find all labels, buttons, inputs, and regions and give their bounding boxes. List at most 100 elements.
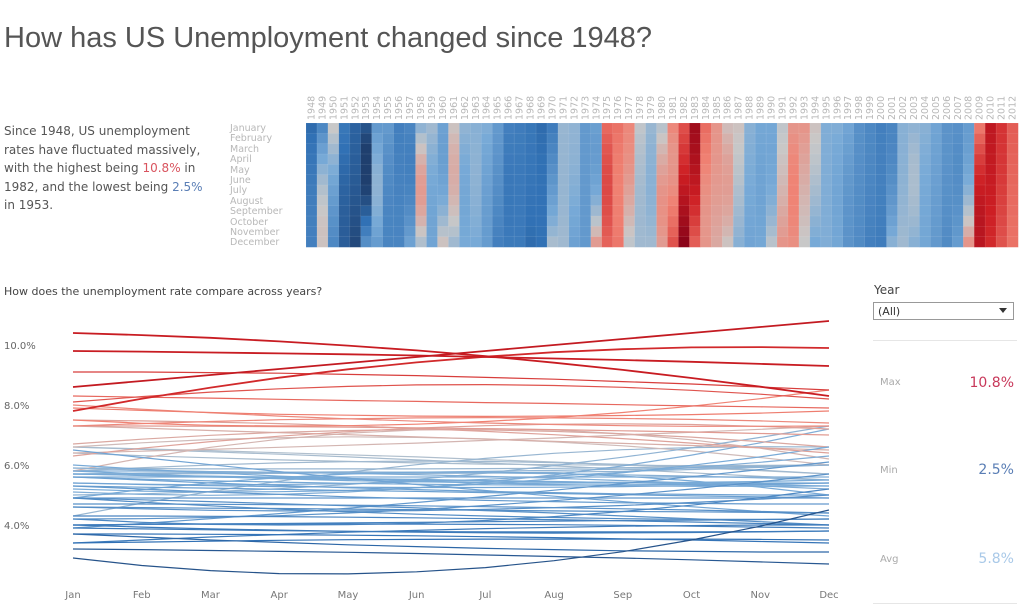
- heatmap-cell: [459, 195, 471, 207]
- heatmap-year-label: 1955: [383, 96, 394, 120]
- heatmap-cell: [831, 133, 844, 145]
- heatmap-cell: [371, 236, 384, 248]
- heatmap-year-label: 1982: [679, 96, 690, 120]
- heatmap-cell: [316, 226, 329, 238]
- x-tick-label: Dec: [819, 590, 838, 601]
- heatmap-cell: [360, 205, 373, 217]
- heatmap-cell: [831, 215, 844, 227]
- heatmap-cell: [481, 205, 493, 217]
- heatmap-cell: [952, 215, 964, 227]
- heatmap-cell: [349, 215, 362, 227]
- heatmap-cell: [448, 226, 460, 238]
- heatmap-cell: [995, 174, 1008, 186]
- heatmap-cell: [305, 236, 318, 248]
- heatmap-cell: [437, 195, 449, 207]
- heatmap-year-label: 1963: [471, 96, 482, 120]
- heatmap-cell: [711, 164, 723, 176]
- heatmap-cell: [798, 122, 811, 134]
- heatmap-cell: [316, 195, 329, 207]
- year-line-1993: [72, 425, 830, 451]
- heatmap-cell: [305, 215, 318, 227]
- heatmap-cell: [371, 122, 384, 134]
- heatmap-cell: [371, 153, 384, 165]
- heatmap-cell: [667, 226, 679, 238]
- heatmap-cell: [502, 236, 515, 248]
- heatmap-cell: [941, 215, 953, 227]
- heatmap-cell: [601, 174, 614, 186]
- heatmap-cell: [787, 133, 800, 145]
- heatmap-cell: [754, 236, 767, 248]
- heatmap-cell: [415, 236, 428, 248]
- heatmap-year-label: 1971: [558, 96, 569, 120]
- heatmap-year-label: 1991: [777, 96, 788, 120]
- heatmap-year-label: 1987: [734, 96, 745, 120]
- heatmap-cell: [470, 122, 482, 134]
- heatmap-month-label: May: [230, 164, 250, 176]
- heatmap-cell: [809, 205, 822, 217]
- heatmap-cell: [700, 174, 712, 186]
- heatmap-cell: [481, 153, 493, 165]
- heatmap-cell: [952, 122, 964, 134]
- heatmap-cell: [437, 236, 449, 248]
- heatmap-cell: [831, 153, 844, 165]
- heatmap-cell: [338, 153, 351, 165]
- heatmap-cell: [590, 236, 603, 248]
- heatmap-cell: [743, 143, 756, 155]
- heatmap-cell: [404, 143, 417, 155]
- heatmap-cell: [557, 122, 570, 134]
- heatmap-cell: [941, 226, 953, 238]
- heatmap-cell: [524, 195, 537, 207]
- heatmap-cell: [634, 195, 647, 207]
- heatmap-cell: [513, 236, 526, 248]
- heatmap-cell: [700, 153, 712, 165]
- heatmap-month-label: June: [230, 175, 251, 187]
- year-filter-dropdown[interactable]: (All): [873, 302, 1014, 320]
- heatmap-cell: [656, 164, 669, 176]
- heatmap-cell: [349, 133, 362, 145]
- heatmap-cell: [491, 215, 504, 227]
- heatmap-cell: [590, 133, 603, 145]
- heatmap-cell: [623, 215, 636, 227]
- heatmap-cell: [864, 143, 877, 155]
- heatmap-cell: [382, 205, 395, 217]
- heatmap-cell: [842, 205, 855, 217]
- heatmap-cell: [952, 195, 964, 207]
- heatmap-year-label: 2004: [920, 96, 931, 120]
- heatmap-year-label: 2011: [997, 96, 1008, 120]
- heatmap-cell: [711, 184, 723, 196]
- heatmap-cell: [327, 143, 340, 155]
- heatmap-cell: [426, 184, 438, 196]
- heatmap-cell: [601, 122, 614, 134]
- heatmap-cell: [524, 122, 537, 134]
- heatmap-cell: [897, 236, 910, 248]
- year-line-2010: [72, 350, 830, 367]
- heatmap-cell: [820, 153, 833, 165]
- heatmap-cell: [426, 205, 438, 217]
- heatmap-cell: [426, 226, 438, 238]
- heatmap-year-label: 1954: [372, 96, 383, 120]
- heatmap-cell: [732, 215, 745, 227]
- heatmap-cell: [908, 143, 920, 155]
- heatmap-cell: [382, 122, 395, 134]
- heatmap-cell: [623, 205, 636, 217]
- heatmap-cell: [941, 236, 953, 248]
- heatmap-year-label: 1950: [328, 96, 339, 120]
- heatmap-cell: [327, 215, 340, 227]
- heatmap-cell: [743, 122, 756, 134]
- heatmap-cell: [404, 205, 417, 217]
- heatmap-cell: [524, 184, 537, 196]
- heatmap-year-label: 2009: [975, 96, 986, 120]
- heatmap-cell: [732, 133, 745, 145]
- heatmap-cell: [513, 184, 526, 196]
- heatmap-cell: [645, 122, 658, 134]
- heatmap-month-label: November: [230, 227, 280, 239]
- min-value: 2.5%: [978, 462, 1014, 478]
- heatmap-cell: [305, 122, 318, 134]
- heatmap-cell: [415, 143, 428, 155]
- heatmap-cell: [820, 133, 833, 145]
- heatmap-cell: [612, 122, 625, 134]
- y-tick-label: 10.0%: [4, 341, 36, 352]
- heatmap-cell: [984, 174, 997, 186]
- heatmap-cell: [524, 153, 537, 165]
- heatmap-cell: [524, 164, 537, 176]
